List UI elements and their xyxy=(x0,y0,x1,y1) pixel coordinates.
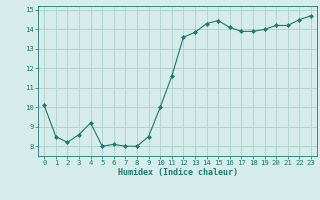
X-axis label: Humidex (Indice chaleur): Humidex (Indice chaleur) xyxy=(118,168,238,177)
